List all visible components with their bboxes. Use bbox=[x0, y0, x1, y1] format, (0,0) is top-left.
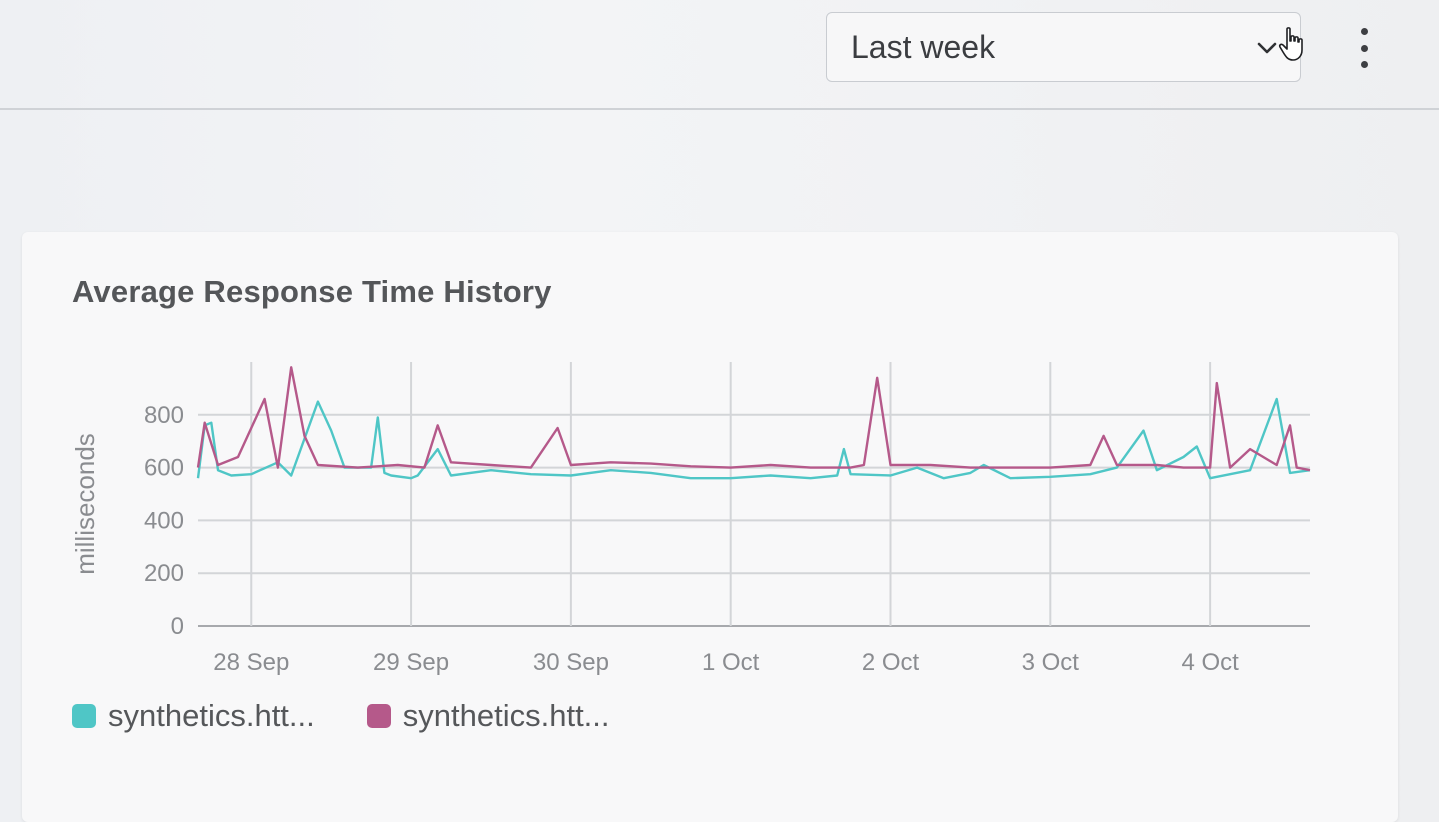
time-range-select[interactable]: Last week bbox=[826, 12, 1301, 82]
y-tick-label: 0 bbox=[171, 613, 184, 640]
top-toolbar: Last week bbox=[0, 0, 1439, 110]
kebab-dot bbox=[1360, 61, 1368, 68]
x-tick-label: 29 Sep bbox=[373, 649, 449, 676]
legend-item-series-b[interactable]: synthetics.htt... bbox=[366, 698, 610, 734]
chart-legend: synthetics.htt... synthetics.htt... bbox=[72, 698, 610, 734]
legend-label-series-b: synthetics.htt... bbox=[402, 698, 610, 733]
series-line-b bbox=[196, 366, 1311, 472]
x-tick-label: 2 Oct bbox=[862, 649, 920, 676]
legend-swatch-series-b bbox=[366, 704, 391, 728]
hand-cursor-icon bbox=[1278, 27, 1303, 61]
kebab-dot bbox=[1360, 28, 1368, 35]
series-line-a bbox=[196, 397, 1311, 480]
chevron-down-icon bbox=[1257, 42, 1277, 54]
more-vertical-icon[interactable] bbox=[1350, 28, 1378, 68]
kebab-dot bbox=[1360, 44, 1368, 52]
y-tick-label: 400 bbox=[144, 507, 184, 534]
y-tick-label: 600 bbox=[144, 455, 184, 482]
chart-title: Average Response Time History bbox=[72, 274, 552, 309]
y-axis-label: milliseconds bbox=[70, 433, 100, 575]
x-tick-label: 30 Sep bbox=[533, 649, 609, 676]
time-range-selected-value: Last week bbox=[851, 28, 996, 65]
legend-swatch-series-a bbox=[72, 704, 96, 728]
x-tick-label: 4 Oct bbox=[1181, 649, 1239, 676]
x-tick-label: 3 Oct bbox=[1022, 649, 1080, 676]
legend-label-series-a: synthetics.htt... bbox=[108, 698, 315, 733]
chart-card: Average Response Time History 0 200 400 600… bbox=[22, 232, 1398, 822]
response-time-chart: 0 200 400 600 800 28 Sep 29 Sep 30 Sep 1 Oct 2 Oc… bbox=[70, 362, 1311, 676]
x-tick-label: 1 Oct bbox=[702, 649, 760, 676]
legend-item-series-a[interactable]: synthetics.htt... bbox=[72, 698, 315, 734]
x-tick-label: 28 Sep bbox=[213, 649, 289, 676]
y-tick-label: 800 bbox=[144, 402, 184, 429]
y-tick-label: 200 bbox=[144, 560, 184, 587]
